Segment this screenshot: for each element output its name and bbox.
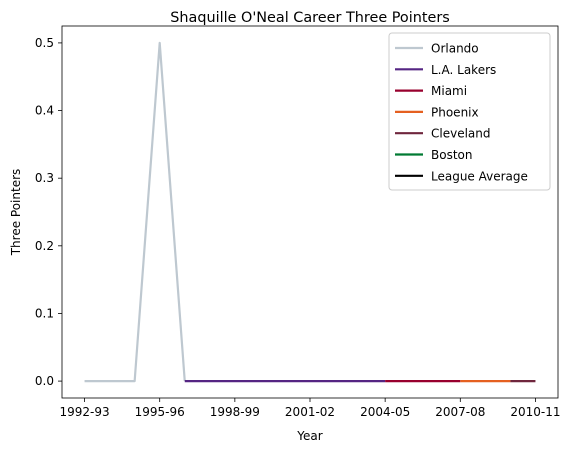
y-axis-label: Three Pointers (9, 169, 23, 257)
x-tick-label: 2007-08 (435, 405, 485, 419)
plot-area (84, 41, 536, 383)
x-axis-label: Year (296, 429, 322, 443)
x-tick-label: 2001-02 (285, 405, 335, 419)
y-tick-label: 0.0 (35, 374, 54, 388)
y-tick-label: 0.5 (35, 36, 54, 50)
legend-label-2: Miami (431, 84, 467, 98)
legend-label-5: Boston (431, 148, 472, 162)
legend-label-6: League Average (431, 169, 528, 183)
legend-label-3: Phoenix (431, 105, 479, 119)
series-line-0 (84, 41, 186, 383)
chart-title: Shaquille O'Neal Career Three Pointers (170, 10, 450, 26)
y-tick-label: 0.2 (35, 239, 54, 253)
legend-label-1: L.A. Lakers (431, 63, 496, 77)
y-tick-label: 0.3 (35, 171, 54, 185)
x-tick-label: 1992-93 (59, 405, 109, 419)
x-tick-label: 1995-96 (135, 405, 185, 419)
legend: Orlando L.A. Lakers Miami Phoenix Cleveland B… (388, 32, 551, 191)
x-tick-label: 1998-99 (210, 405, 260, 419)
x-tick-label: 2010-11 (510, 405, 560, 419)
legend-label-0: Orlando (431, 42, 479, 56)
x-tick-label: 2004-05 (360, 405, 410, 419)
legend-label-4: Cleveland (431, 127, 491, 141)
y-tick-label: 0.4 (35, 104, 54, 118)
y-axis: 0.0 0.1 0.2 0.3 0.4 0.5 (35, 36, 62, 388)
x-axis: 1992-93 1995-96 1998-99 2001-02 2004-05 2007-… (59, 398, 561, 419)
y-tick-label: 0.1 (35, 306, 54, 320)
legend-box (388, 32, 551, 191)
